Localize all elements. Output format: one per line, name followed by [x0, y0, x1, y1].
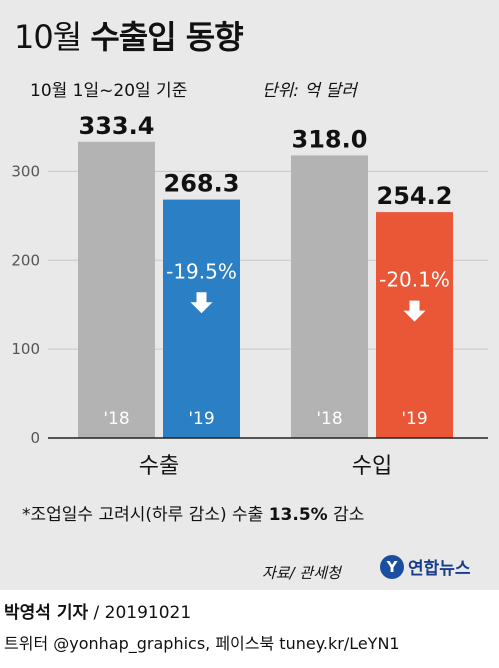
down-arrow-icon: [190, 292, 213, 314]
unit-label: 단위: 억 달러: [262, 81, 357, 101]
data-label: 318.0: [292, 125, 368, 153]
footnote-highlight: 13.5%: [268, 505, 328, 525]
source-label: 자료/ 관세청: [262, 564, 341, 582]
change-label: -19.5%: [166, 259, 237, 283]
footnote-prefix: *조업일수 고려시(하루 감소) 수출: [22, 505, 269, 525]
data-label: 254.2: [377, 182, 453, 210]
y-tick-label: 300: [11, 162, 40, 180]
bar-year-label: '19: [401, 409, 427, 429]
data-label: 268.3: [164, 170, 240, 198]
title-main: 수출입 동향: [90, 18, 243, 56]
bar: [78, 141, 155, 438]
bar-year-label: '19: [188, 409, 214, 429]
y-tick-label: 100: [11, 340, 40, 358]
bar-year-label: '18: [316, 409, 342, 429]
footnote-suffix: 감소: [327, 505, 365, 525]
yonhap-logo: Y 연합뉴스: [380, 554, 471, 579]
bar-year-label: '18: [103, 409, 129, 429]
byline-date: / 20191021: [88, 603, 192, 623]
bar: [376, 212, 453, 438]
data-label: 333.4: [79, 112, 155, 140]
page-title: 10월 수출입 동향: [14, 12, 244, 58]
bar: [163, 199, 240, 438]
logo-text: 연합뉴스: [408, 559, 471, 579]
chart-subtitle: 10월 1일~20일 기준: [30, 81, 188, 101]
byline-author: 박영석 기자: [4, 603, 89, 623]
footnote: *조업일수 고려시(하루 감소) 수출 13.5% 감소: [22, 500, 364, 525]
y-tick-label: 200: [11, 251, 40, 269]
logo-mark-icon: Y: [380, 554, 404, 579]
title-prefix: 10월: [14, 18, 82, 56]
byline: 박영석 기자 / 20191021: [4, 598, 191, 623]
bar: [291, 155, 368, 439]
change-label: -20.1%: [379, 268, 450, 292]
bar-chart: 0 100 200 300 333.4 '18 268.3 '19 -19.5% 수출 318.0 '…: [11, 112, 488, 479]
category-label: 수입: [352, 454, 392, 479]
social-links: 트위터 @yonhap_graphics, 페이스북 tuney.kr/LeYN…: [4, 634, 400, 653]
category-label: 수출: [139, 454, 179, 479]
down-arrow-icon: [403, 300, 426, 322]
y-tick-label: 0: [30, 429, 40, 447]
